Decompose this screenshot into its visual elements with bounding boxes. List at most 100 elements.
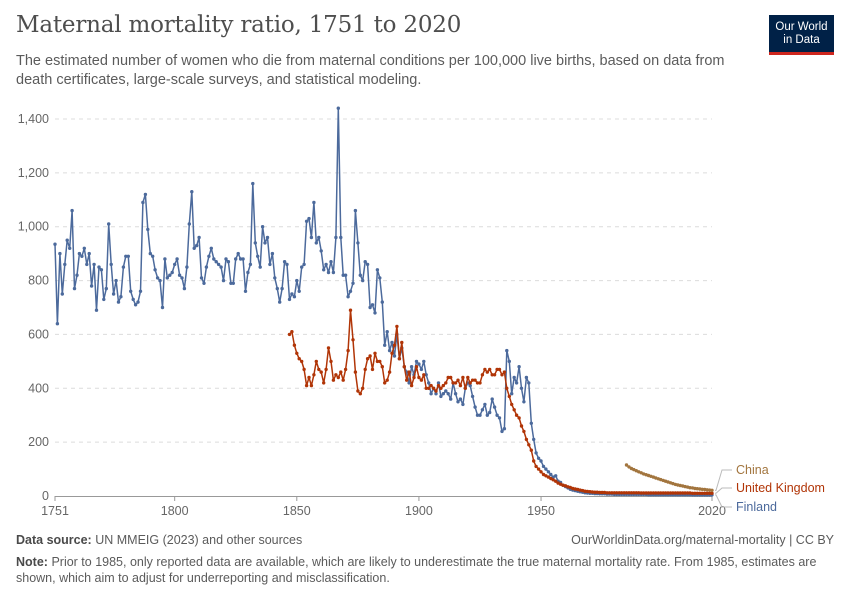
data-point-finland[interactable] — [475, 413, 480, 417]
data-point-finland[interactable] — [510, 392, 514, 396]
data-point-united-kingdom[interactable] — [356, 389, 360, 393]
data-point-united-kingdom[interactable] — [390, 351, 394, 355]
data-point-finland[interactable] — [488, 410, 492, 415]
data-point-finland[interactable] — [278, 300, 282, 304]
data-point-finland[interactable] — [119, 295, 123, 299]
data-point-finland[interactable] — [554, 474, 558, 478]
data-point-united-kingdom[interactable] — [483, 367, 487, 372]
data-point-united-kingdom[interactable] — [527, 443, 531, 447]
data-point-finland[interactable] — [434, 392, 438, 396]
data-point-finland[interactable] — [500, 429, 504, 434]
series-label-finland[interactable]: Finland — [736, 500, 777, 514]
data-point-finland[interactable] — [529, 421, 533, 425]
data-point-finland[interactable] — [480, 408, 485, 412]
data-point-finland[interactable] — [143, 192, 148, 197]
data-point-finland[interactable] — [549, 472, 553, 477]
data-point-finland[interactable] — [478, 413, 482, 417]
data-point-united-kingdom[interactable] — [495, 367, 499, 372]
data-point-united-kingdom[interactable] — [324, 367, 328, 372]
data-point-united-kingdom[interactable] — [666, 491, 670, 495]
data-point-finland[interactable] — [507, 359, 511, 364]
data-point-united-kingdom[interactable] — [475, 381, 480, 385]
data-point-united-kingdom[interactable] — [615, 491, 619, 495]
data-point-united-kingdom[interactable] — [651, 491, 656, 495]
data-point-finland[interactable] — [319, 249, 323, 253]
data-point-finland[interactable] — [163, 257, 167, 261]
data-point-united-kingdom[interactable] — [468, 381, 472, 385]
data-point-united-kingdom[interactable] — [698, 491, 702, 495]
data-point-finland[interactable] — [409, 365, 414, 369]
data-point-united-kingdom[interactable] — [392, 343, 397, 347]
data-point-finland[interactable] — [219, 265, 223, 269]
data-point-finland[interactable] — [424, 373, 428, 377]
data-point-united-kingdom[interactable] — [370, 367, 375, 372]
data-point-finland[interactable] — [153, 268, 157, 272]
data-point-finland[interactable] — [519, 386, 524, 390]
data-point-finland[interactable] — [241, 257, 245, 261]
data-point-united-kingdom[interactable] — [436, 383, 441, 388]
data-point-finland[interactable] — [253, 241, 257, 245]
data-point-finland[interactable] — [390, 340, 394, 345]
data-point-finland[interactable] — [102, 297, 106, 302]
data-point-finland[interactable] — [260, 225, 265, 229]
data-point-united-kingdom[interactable] — [451, 381, 455, 385]
data-point-united-kingdom[interactable] — [551, 478, 555, 482]
data-point-united-kingdom[interactable] — [341, 378, 345, 382]
data-point-united-kingdom[interactable] — [463, 386, 467, 390]
data-point-united-kingdom[interactable] — [488, 367, 492, 372]
data-point-finland[interactable] — [268, 262, 272, 267]
data-point-united-kingdom[interactable] — [654, 491, 658, 495]
data-point-finland[interactable] — [348, 289, 353, 293]
data-point-finland[interactable] — [248, 262, 253, 267]
data-point-united-kingdom[interactable] — [470, 378, 475, 382]
data-point-finland[interactable] — [522, 400, 526, 404]
data-point-united-kingdom[interactable] — [673, 491, 678, 495]
data-point-united-kingdom[interactable] — [629, 491, 634, 495]
data-point-finland[interactable] — [453, 392, 458, 396]
data-point-finland[interactable] — [246, 270, 250, 275]
data-point-finland[interactable] — [351, 281, 355, 285]
data-point-finland[interactable] — [282, 260, 287, 264]
data-point-finland[interactable] — [302, 262, 306, 267]
data-point-finland[interactable] — [58, 251, 62, 256]
data-point-finland[interactable] — [444, 389, 448, 393]
data-point-finland[interactable] — [97, 265, 101, 269]
data-point-finland[interactable] — [336, 106, 340, 110]
data-point-united-kingdom[interactable] — [307, 375, 311, 380]
data-point-finland[interactable] — [307, 216, 311, 221]
data-point-united-kingdom[interactable] — [683, 491, 687, 495]
data-point-united-kingdom[interactable] — [312, 373, 316, 377]
data-point-finland[interactable] — [353, 208, 358, 213]
data-point-united-kingdom[interactable] — [429, 383, 433, 388]
series-label-china[interactable]: China — [736, 463, 769, 477]
data-point-united-kingdom[interactable] — [634, 491, 638, 495]
data-point-finland[interactable] — [165, 276, 169, 280]
data-point-united-kingdom[interactable] — [598, 490, 602, 495]
data-point-finland[interactable] — [439, 394, 443, 399]
data-point-finland[interactable] — [524, 375, 529, 380]
data-point-finland[interactable] — [256, 254, 260, 258]
data-point-united-kingdom[interactable] — [710, 491, 714, 495]
data-point-finland[interactable] — [258, 265, 262, 269]
data-point-united-kingdom[interactable] — [439, 386, 443, 390]
data-point-finland[interactable] — [224, 257, 228, 261]
data-point-china[interactable] — [627, 465, 631, 469]
data-point-united-kingdom[interactable] — [446, 375, 450, 380]
data-point-finland[interactable] — [175, 257, 179, 261]
data-point-united-kingdom[interactable] — [510, 402, 514, 407]
data-point-finland[interactable] — [114, 278, 118, 283]
data-point-finland[interactable] — [309, 235, 314, 240]
data-point-united-kingdom[interactable] — [534, 464, 538, 469]
data-point-finland[interactable] — [136, 300, 140, 304]
data-point-finland[interactable] — [60, 292, 64, 296]
data-point-united-kingdom[interactable] — [422, 373, 426, 377]
data-point-finland[interactable] — [265, 235, 270, 240]
data-point-finland[interactable] — [514, 381, 519, 385]
data-point-finland[interactable] — [290, 292, 294, 296]
data-point-finland[interactable] — [263, 241, 267, 245]
data-point-finland[interactable] — [427, 381, 431, 385]
data-point-finland[interactable] — [324, 262, 328, 267]
data-point-united-kingdom[interactable] — [314, 359, 318, 364]
data-point-finland[interactable] — [343, 273, 348, 277]
data-point-united-kingdom[interactable] — [671, 491, 675, 495]
